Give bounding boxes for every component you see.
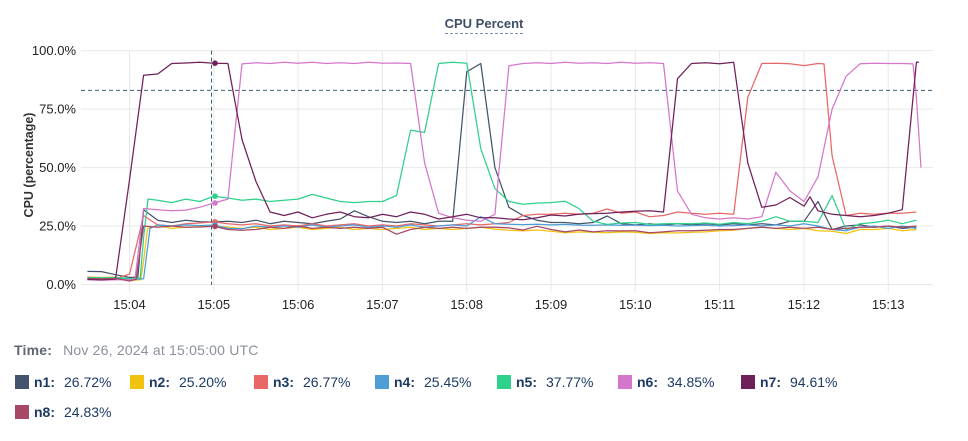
svg-text:15:06: 15:06 [282, 297, 315, 312]
svg-text:15:10: 15:10 [619, 297, 652, 312]
svg-text:15:09: 15:09 [535, 297, 568, 312]
svg-text:25.0%: 25.0% [39, 219, 76, 234]
svg-text:0.0%: 0.0% [46, 277, 76, 292]
svg-text:15:13: 15:13 [872, 297, 905, 312]
svg-text:15:12: 15:12 [788, 297, 821, 312]
svg-text:15:07: 15:07 [366, 297, 399, 312]
svg-text:15:08: 15:08 [450, 297, 483, 312]
svg-text:75.0%: 75.0% [39, 102, 76, 117]
svg-text:15:05: 15:05 [198, 297, 231, 312]
svg-text:15:04: 15:04 [113, 297, 146, 312]
svg-text:50.0%: 50.0% [39, 160, 76, 175]
svg-text:100.0%: 100.0% [32, 43, 77, 58]
svg-text:15:11: 15:11 [704, 297, 736, 312]
svg-text:CPU (percentage): CPU (percentage) [22, 113, 36, 218]
